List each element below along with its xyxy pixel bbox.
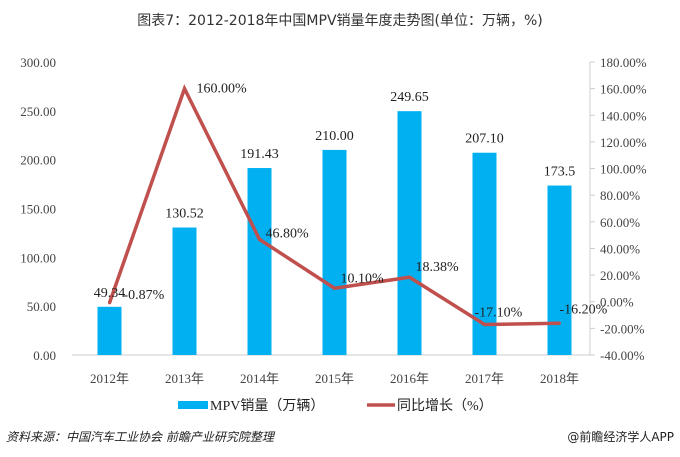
line-point [408,275,411,279]
left-axis-tick: 100.00 [20,250,56,265]
source-note: 资料来源：中国汽车工业协会 前瞻产业研究院整理 [6,430,274,444]
x-axis-tick: 2013年 [165,371,204,386]
right-axis-tick: 160.00% [600,82,647,97]
right-axis-tick: 180.00% [600,55,647,70]
right-axis-tick: 80.00% [600,188,640,203]
right-axis-tick: 0.00% [600,295,634,310]
x-axis-tick: 2016年 [390,371,429,386]
left-axis-tick: 150.00 [20,202,56,217]
line-data-label: 10.10% [341,271,385,286]
right-axis-tick: 100.00% [600,162,647,177]
left-axis-tick: 200.00 [20,153,56,168]
right-axis-tick: -20.00% [600,321,645,336]
right-axis-tick: 140.00% [600,108,647,123]
bar [547,185,572,355]
bar [397,111,422,355]
left-axis-tick: 0.00 [33,348,56,363]
left-axis-tick: 50.00 [27,299,56,314]
bar [322,149,347,355]
left-axis-tick: 300.00 [20,55,56,70]
line-data-label: -0.87% [124,288,165,303]
right-axis-tick: 20.00% [600,268,640,283]
bar-data-label: 207.10 [465,132,504,147]
bar-data-label: 249.65 [390,90,429,105]
legend-label-line: 同比增长（%） [397,398,493,414]
right-axis-tick: -40.00% [600,348,645,363]
bar [97,306,122,355]
bar-data-label: 210.00 [315,129,354,144]
x-axis-tick: 2015年 [315,371,354,386]
line-data-label: -16.20% [560,302,608,317]
x-axis-tick: 2017年 [465,371,504,386]
line-point [333,286,336,290]
bar-data-label: 173.5 [544,165,576,180]
line-point [258,237,261,241]
bar [247,168,272,355]
x-axis-tick: 2018年 [540,371,579,386]
line-point [108,301,111,305]
line-data-label: 46.80% [266,226,310,241]
line-data-label: 18.38% [416,260,460,275]
line-data-label: 160.00% [197,82,248,97]
line-point [483,323,486,327]
bar-data-label: 191.43 [240,147,279,162]
bar [172,227,197,355]
right-axis-tick: 120.00% [600,135,647,150]
right-axis-tick: 40.00% [600,241,640,256]
line-point [558,321,561,325]
left-axis-tick: 250.00 [20,104,56,119]
chart-title: 图表7：2012-2018年中国MPV销量年度走势图(单位：万辆，%) [137,13,543,29]
bar-data-label: 130.52 [165,207,204,222]
legend-label-bar: MPV销量（万辆） [210,398,324,414]
bar-data-label: 49.34 [94,286,126,301]
x-axis-tick: 2012年 [90,371,129,386]
line-point [183,87,186,91]
line-data-label: -17.10% [475,306,523,321]
x-axis-tick: 2014年 [240,371,279,386]
legend-swatch-bar [178,401,208,409]
credit: @前瞻经济学人APP [567,430,674,444]
right-axis-tick: 60.00% [600,215,640,230]
